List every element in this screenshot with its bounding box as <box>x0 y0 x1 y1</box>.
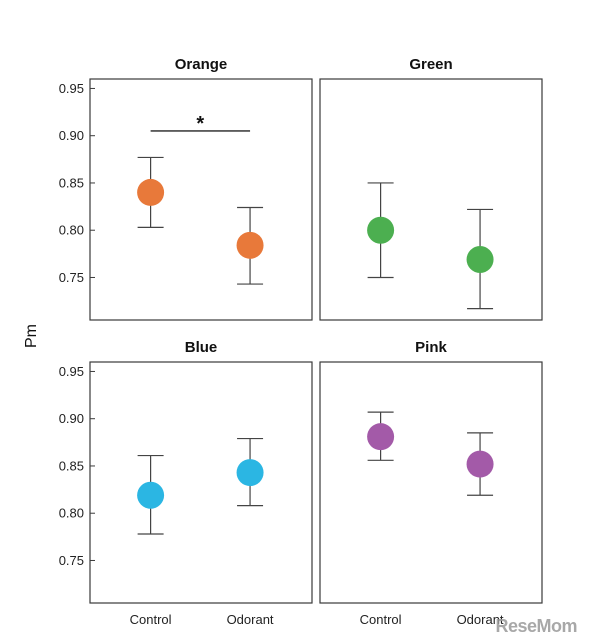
data-point-pink-control <box>367 423 395 451</box>
y-tick-label-blue-0: 0.75 <box>59 553 84 568</box>
data-point-green-control <box>367 216 395 244</box>
y-tick-label-blue-3: 0.90 <box>59 411 84 426</box>
data-point-pink-odorant <box>466 450 494 478</box>
x-category-label-blue-control: Control <box>130 612 172 627</box>
y-tick-label-blue-4: 0.95 <box>59 364 84 379</box>
data-point-green-odorant <box>466 246 494 274</box>
y-tick-label-orange-2: 0.85 <box>59 175 84 190</box>
data-point-orange-control <box>137 178 165 206</box>
panel-pink: Pink Control Odorant <box>319 339 543 627</box>
y-tick-label-orange-4: 0.95 <box>59 81 84 96</box>
panel-orange: Orange 0.75 0.80 0.85 0.90 0.95 * <box>59 56 313 321</box>
panel-frame-green <box>319 78 543 321</box>
panel-title-green: Green <box>409 56 452 73</box>
y-axis-label: Pm <box>23 324 40 348</box>
x-category-label-blue-odorant: Odorant <box>227 612 274 627</box>
panel-frame-orange <box>89 78 313 321</box>
y-tick-label-blue-1: 0.80 <box>59 506 84 521</box>
panel-title-pink: Pink <box>415 339 447 356</box>
panel-green: Green <box>319 56 543 321</box>
data-point-blue-control <box>137 481 165 509</box>
watermark-logo: ReseMom <box>495 616 577 636</box>
panels-group: Orange 0.75 0.80 0.85 0.90 0.95 * Green Blue 0.75… <box>59 56 543 627</box>
data-point-orange-odorant <box>236 231 264 259</box>
y-tick-label-orange-3: 0.90 <box>59 128 84 143</box>
panel-frame-pink <box>319 361 543 604</box>
data-point-blue-odorant <box>236 459 264 487</box>
panel-blue: Blue 0.75 0.80 0.85 0.90 0.95 Control Odorant <box>59 339 313 627</box>
x-category-label-pink-control: Control <box>360 612 402 627</box>
panel-title-blue: Blue <box>185 339 218 356</box>
panel-frame-blue <box>89 361 313 604</box>
panel-title-orange: Orange <box>175 56 228 73</box>
significance-star-orange: * <box>196 113 204 135</box>
y-tick-label-blue-2: 0.85 <box>59 458 84 473</box>
x-category-label-pink-odorant: Odorant <box>457 612 504 627</box>
y-tick-label-orange-0: 0.75 <box>59 270 84 285</box>
y-tick-label-orange-1: 0.80 <box>59 223 84 238</box>
